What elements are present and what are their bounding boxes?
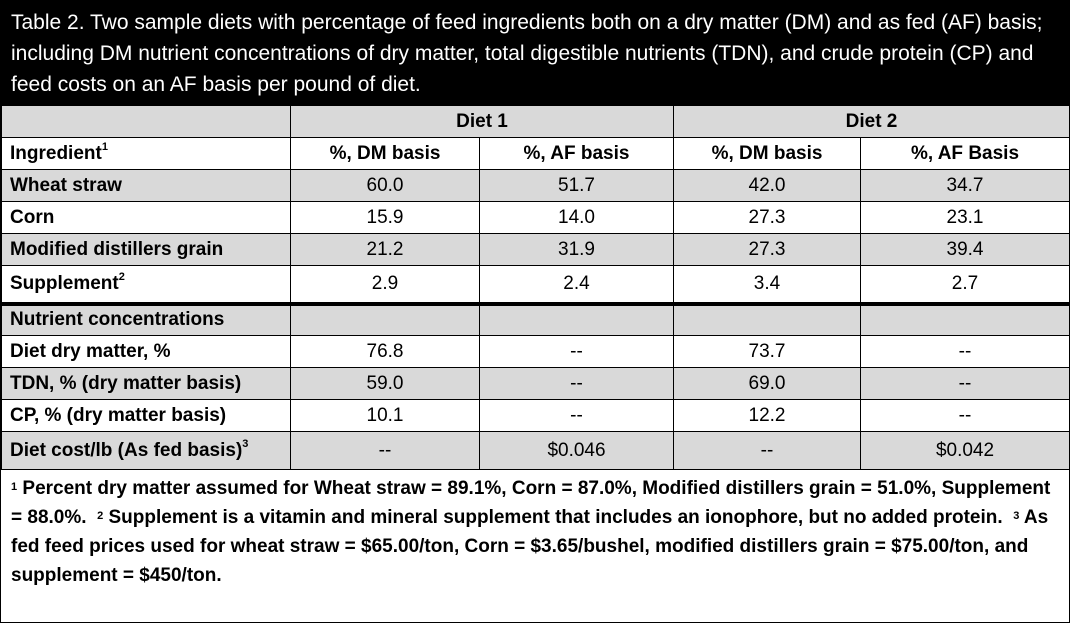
table-cell: 3.4 <box>673 265 861 306</box>
footnote-1: Percent dry matter assumed for Wheat str… <box>11 478 1051 528</box>
footnote-mark: 2 <box>118 270 125 283</box>
table-title: Table 2. Two sample diets with percentag… <box>1 1 1069 105</box>
footnote-3: As fed feed prices used for wheat straw … <box>11 507 1049 586</box>
table-cell <box>290 303 480 336</box>
table-cell: -- <box>673 431 861 470</box>
table-row: Diet cost/lb (As fed basis)3 -- $0.046 -… <box>1 431 1070 470</box>
table-cell: 15.9 <box>290 201 480 234</box>
table-cell: 27.3 <box>673 233 861 266</box>
table-cell: $0.046 <box>479 431 674 470</box>
table-row: Corn 15.9 14.0 27.3 23.1 <box>1 201 1070 234</box>
diet1-header: Diet 1 <box>290 105 674 138</box>
row-label-text: Diet cost/lb (As fed basis) <box>10 439 243 461</box>
row-label-text: Supplement <box>10 272 119 294</box>
table-cell: 76.8 <box>290 335 480 368</box>
table-cell: -- <box>290 431 480 470</box>
row-label: Supplement2 <box>1 265 291 306</box>
col-header-af1: %, AF basis <box>479 137 674 170</box>
table-row: Diet dry matter, % 76.8 -- 73.7 -- <box>1 335 1070 368</box>
table-cell: 2.9 <box>290 265 480 306</box>
table-cell: -- <box>860 335 1070 368</box>
footnotes: 1 Percent dry matter assumed for Wheat s… <box>1 470 1069 594</box>
table-cell: 73.7 <box>673 335 861 368</box>
table-row: Supplement2 2.9 2.4 3.4 2.7 <box>1 265 1070 306</box>
table-cell: 60.0 <box>290 169 480 202</box>
footnote-2: Supplement is a vitamin and mineral supp… <box>108 507 1003 528</box>
table-cell: -- <box>479 335 674 368</box>
row-label: CP, % (dry matter basis) <box>1 399 291 432</box>
table-cell <box>860 303 1070 336</box>
header-empty-cell <box>1 105 291 138</box>
table-row: CP, % (dry matter basis) 10.1 -- 12.2 -- <box>1 399 1070 432</box>
row-label: Diet cost/lb (As fed basis)3 <box>1 431 291 470</box>
col-header-af2: %, AF Basis <box>860 137 1070 170</box>
table-cell: 14.0 <box>479 201 674 234</box>
table-row: Wheat straw 60.0 51.7 42.0 34.7 <box>1 169 1070 202</box>
col-header-dm2: %, DM basis <box>673 137 861 170</box>
ingredient-header: Ingredient1 <box>1 137 291 170</box>
table-cell <box>479 303 674 336</box>
table-cell: -- <box>860 399 1070 432</box>
table-cell: -- <box>479 367 674 400</box>
table-cell: 69.0 <box>673 367 861 400</box>
footnote-mark: 2 <box>97 510 104 522</box>
row-label: Corn <box>1 201 291 234</box>
footnote-mark: 1 <box>11 481 18 493</box>
ingredient-header-label: Ingredient <box>10 142 102 164</box>
table-cell: 31.9 <box>479 233 674 266</box>
row-label: Wheat straw <box>1 169 291 202</box>
table-cell: 12.2 <box>673 399 861 432</box>
table-cell: 27.3 <box>673 201 861 234</box>
row-label: Diet dry matter, % <box>1 335 291 368</box>
table-cell: 10.1 <box>290 399 480 432</box>
row-label: Modified distillers grain <box>1 233 291 266</box>
row-label: TDN, % (dry matter basis) <box>1 367 291 400</box>
col-header-dm1: %, DM basis <box>290 137 480 170</box>
table-cell <box>673 303 861 336</box>
table-row: Nutrient concentrations <box>1 303 1070 336</box>
table-cell: 23.1 <box>860 201 1070 234</box>
table-row: TDN, % (dry matter basis) 59.0 -- 69.0 -… <box>1 367 1070 400</box>
table-cell: 59.0 <box>290 367 480 400</box>
footnote-mark: 3 <box>1013 510 1020 522</box>
table-row: Modified distillers grain 21.2 31.9 27.3… <box>1 233 1070 266</box>
footnote-mark: 3 <box>242 437 249 450</box>
table-row: Diet 1 Diet 2 <box>1 105 1070 138</box>
table-cell: 39.4 <box>860 233 1070 266</box>
table-cell: 2.4 <box>479 265 674 306</box>
table-cell: 21.2 <box>290 233 480 266</box>
table-cell: 2.7 <box>860 265 1070 306</box>
diet-table: Diet 1 Diet 2 Ingredient1 %, DM basis %,… <box>1 105 1070 470</box>
table-cell: 51.7 <box>479 169 674 202</box>
table-row: Ingredient1 %, DM basis %, AF basis %, D… <box>1 137 1070 170</box>
diet2-header: Diet 2 <box>673 105 1070 138</box>
table-cell: 34.7 <box>860 169 1070 202</box>
table-cell: $0.042 <box>860 431 1070 470</box>
footnote-mark: 1 <box>101 140 108 153</box>
table-cell: -- <box>479 399 674 432</box>
table-cell: -- <box>860 367 1070 400</box>
section-heading: Nutrient concentrations <box>1 303 291 336</box>
table-cell: 42.0 <box>673 169 861 202</box>
